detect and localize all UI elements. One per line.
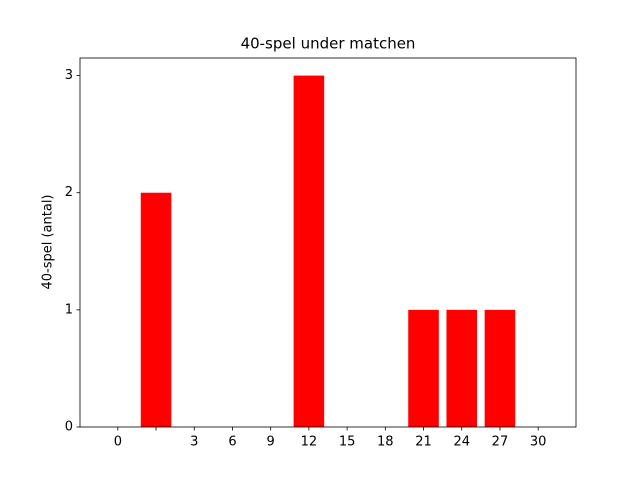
chart-title: 40-spel under matchen	[241, 35, 416, 53]
bar	[408, 309, 439, 427]
x-tick-label: 27	[492, 435, 509, 450]
plot-frame	[79, 57, 577, 428]
bar	[484, 309, 516, 427]
bar	[140, 192, 172, 427]
x-tick-label: 6	[228, 435, 236, 450]
x-tick-label: 24	[453, 435, 470, 450]
y-tick-label: 0	[65, 420, 73, 435]
x-tick-label: 30	[530, 435, 547, 450]
bar	[293, 75, 325, 428]
x-tick-label: 0	[114, 435, 122, 450]
x-tick-label: 3	[190, 435, 198, 450]
x-tick-label: 15	[339, 435, 356, 450]
bar	[446, 309, 478, 427]
y-axis-label: 40-spel (antal)	[41, 194, 56, 289]
x-tick-label: 21	[415, 435, 432, 450]
y-tick-label: 1	[65, 302, 73, 317]
x-tick-label: 9	[267, 435, 275, 450]
x-tick-label: 12	[301, 435, 318, 450]
y-tick-label: 3	[65, 68, 73, 83]
y-tick-label: 2	[65, 185, 73, 200]
x-tick-label: 18	[377, 435, 394, 450]
